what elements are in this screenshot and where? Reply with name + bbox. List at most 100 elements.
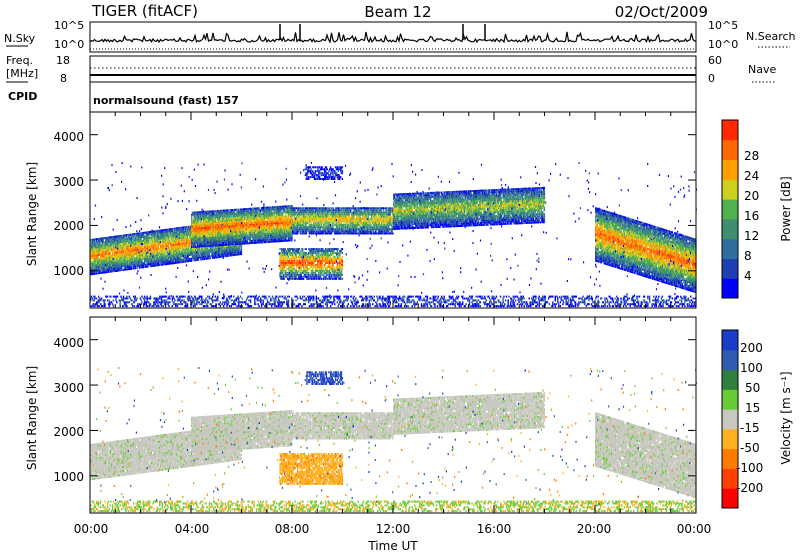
heat-cell xyxy=(228,209,229,211)
heat-cell xyxy=(285,238,286,240)
heat-cell xyxy=(147,266,148,268)
heat-cell xyxy=(226,244,227,246)
heat-cell xyxy=(173,260,174,262)
heat-cell xyxy=(160,244,161,246)
heat-cell xyxy=(136,267,137,269)
heat-cell xyxy=(236,246,237,248)
heat-cell xyxy=(224,232,225,234)
heat-cell xyxy=(141,260,142,262)
nsky-tick-bottom: 10^0 xyxy=(54,38,84,51)
heat-cell xyxy=(268,219,269,221)
heat-cell xyxy=(187,236,188,238)
heat-cell xyxy=(247,234,248,236)
heat-cell xyxy=(151,261,152,263)
heat-cell xyxy=(109,251,110,253)
heat-cell xyxy=(263,231,264,233)
heat-cell xyxy=(241,239,242,241)
heat-cell xyxy=(186,226,187,228)
heat-cell xyxy=(222,247,223,249)
heat-cell xyxy=(186,242,187,244)
heat-cell xyxy=(226,238,227,240)
heat-cell xyxy=(183,259,184,261)
heat-cell xyxy=(178,241,179,243)
heat-cell xyxy=(94,241,95,243)
heat-cell xyxy=(241,245,242,247)
radar-title: TIGER (fitACF) xyxy=(91,2,198,20)
heat-cell xyxy=(125,244,126,246)
heat-cell xyxy=(198,215,199,217)
heat-cell xyxy=(178,249,179,251)
heat-cell xyxy=(104,267,105,269)
heat-cell xyxy=(171,236,172,238)
heat-cell xyxy=(120,259,121,261)
heat-cell xyxy=(96,240,97,242)
heat-cell xyxy=(182,251,183,253)
heat-cell xyxy=(187,230,188,232)
heat-cell xyxy=(130,260,131,262)
heat-cell xyxy=(218,230,219,232)
heat-cell xyxy=(231,243,232,245)
heat-cell xyxy=(229,215,230,217)
heat-cell xyxy=(297,218,298,220)
heat-cell xyxy=(142,246,143,248)
nsearch-label: N.Search xyxy=(746,30,796,43)
heat-cell xyxy=(210,217,211,219)
heat-cell xyxy=(215,255,216,257)
heat-cell xyxy=(238,209,239,211)
heat-cell xyxy=(127,262,128,264)
heat-cell xyxy=(191,246,192,248)
heat-cell xyxy=(271,217,272,219)
heat-cell xyxy=(146,244,147,246)
heat-cell xyxy=(141,238,142,240)
heat-cell xyxy=(221,238,222,240)
heat-cell xyxy=(219,218,220,220)
heat-cell xyxy=(188,246,189,248)
heat-cell xyxy=(299,216,300,218)
heat-cell xyxy=(181,249,182,251)
heat-cell xyxy=(135,237,136,239)
heat-cell xyxy=(279,212,280,214)
beam-title: Beam 12 xyxy=(364,3,431,21)
heat-cell xyxy=(168,259,169,261)
heat-cell xyxy=(132,260,133,262)
heat-cell xyxy=(220,226,221,228)
heat-cell xyxy=(114,260,115,262)
heat-cell xyxy=(198,253,199,255)
heat-cell xyxy=(129,244,130,246)
heat-cell xyxy=(131,266,132,268)
heat-cell xyxy=(294,224,295,226)
heat-cell xyxy=(291,239,292,241)
heat-cell xyxy=(236,209,237,211)
heat-cell xyxy=(241,251,242,253)
heat-cell xyxy=(267,239,268,241)
heat-cell xyxy=(151,259,152,261)
nsky-trace xyxy=(90,24,696,49)
heat-cell xyxy=(218,220,219,222)
heat-cell xyxy=(274,214,275,216)
heat-cell xyxy=(215,232,216,234)
heat-cell xyxy=(180,257,181,259)
heat-cell xyxy=(253,228,254,230)
heat-cell xyxy=(150,247,151,249)
heat-cell xyxy=(188,226,189,228)
heat-cell xyxy=(98,256,99,258)
heat-cell xyxy=(191,216,192,218)
heat-cell xyxy=(148,241,149,243)
heat-cell xyxy=(152,239,153,241)
heat-cell xyxy=(120,251,121,253)
heat-cell xyxy=(168,233,169,235)
heat-cell xyxy=(169,238,170,240)
heat-cell xyxy=(242,235,243,237)
heat-cell xyxy=(282,230,283,232)
heat-cell xyxy=(155,232,156,234)
heat-cell xyxy=(228,217,229,219)
heat-cell xyxy=(206,215,207,217)
heat-cell xyxy=(93,267,94,269)
heat-cell xyxy=(140,232,141,234)
heat-cell xyxy=(206,231,207,233)
heat-cell xyxy=(212,231,213,233)
heat-cell xyxy=(144,248,145,250)
heat-cell xyxy=(239,249,240,251)
heat-cell xyxy=(93,263,94,265)
heat-cell xyxy=(162,264,163,266)
